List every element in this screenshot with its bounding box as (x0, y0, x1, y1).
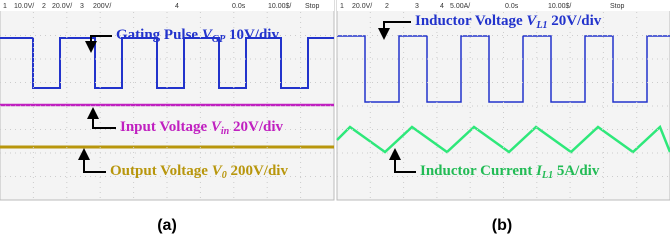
label-text: Inductor Current (420, 163, 536, 179)
label-text: Output Voltage (110, 163, 212, 179)
label-subscript: L1 (541, 170, 553, 181)
label-subscript: L1 (535, 20, 547, 31)
label-unit: 5A/div (553, 163, 600, 179)
figure: 1 10.0V/2 20.0V/3 200V/4 0.0s 10.00$/ Stop (a) 1… (0, 0, 670, 243)
label-unit: 200V/div (227, 163, 289, 179)
label-text: Input Voltage (120, 119, 211, 135)
header-text: Stop (610, 3, 625, 10)
header-text: 2 (385, 3, 389, 10)
header-text: 0.0s (232, 3, 246, 10)
header-text: 10.00$/ (268, 3, 291, 10)
label-text: Inductor Voltage (415, 13, 526, 29)
header-text: 0.0s (505, 3, 519, 10)
annotation: Inductor Voltage VL1 20V/div (415, 13, 602, 31)
header-text: 1 (3, 3, 7, 10)
label-unit: 10V/div (225, 27, 279, 43)
label-text: Gating Pulse (116, 27, 202, 43)
annotation: Input Voltage Vin 20V/div (120, 119, 283, 137)
header-text: 200V/ (93, 3, 111, 10)
header-text: 20.0V/ (352, 3, 372, 10)
caption: (b) (492, 217, 512, 234)
label-subscript: GP (212, 34, 226, 45)
header-text: 10.00$/ (548, 3, 571, 10)
caption: (a) (157, 217, 177, 234)
label-unit: 20V/div (229, 119, 283, 135)
header-text: 3 (80, 3, 84, 10)
header-text: 4 (440, 3, 444, 10)
header-text: 5.00A/ (450, 3, 470, 10)
label-unit: 20V/div (548, 13, 602, 29)
header-text: 3 (415, 3, 419, 10)
header-text: 10.0V/ (14, 3, 34, 10)
header-text: 1 (340, 3, 344, 10)
header-text: 2 (42, 3, 46, 10)
header-text: Stop (305, 3, 320, 10)
annotation: Inductor Current IL1 5A/div (420, 163, 600, 181)
annotation: Gating Pulse VGP 10V/div (116, 27, 279, 45)
annotation: Output Voltage V0 200V/div (110, 163, 288, 181)
header-text: 4 (175, 3, 179, 10)
header-text: 20.0V/ (52, 3, 72, 10)
